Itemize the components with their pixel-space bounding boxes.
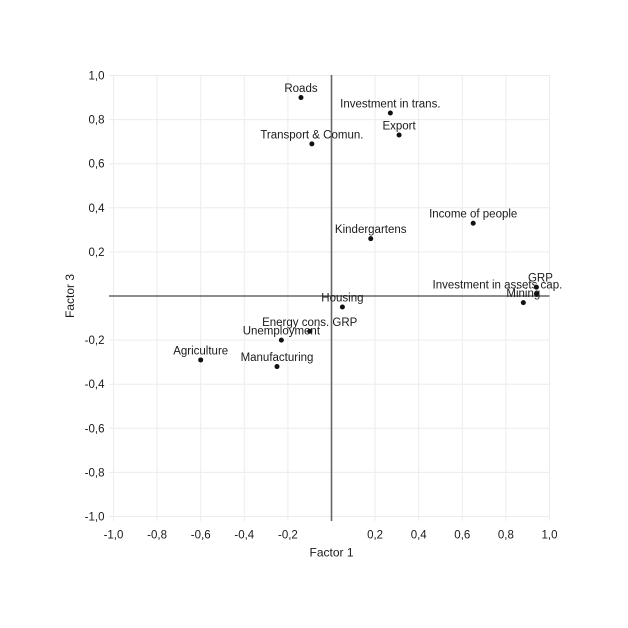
data-point-grp (533, 284, 539, 290)
y-tick-label: 0,8 (89, 115, 105, 127)
gridlines (109, 75, 550, 521)
data-point-housing (339, 304, 345, 310)
y-tick-label: 0,2 (89, 247, 105, 259)
data-point-label-agriculture: Agriculture (173, 345, 228, 357)
data-point-income-of-people (470, 220, 476, 226)
x-tick-label: -0,4 (234, 530, 254, 542)
x-tick-label: 0,4 (411, 530, 428, 542)
data-point-kindergartens (368, 236, 374, 242)
data-point-label-kindergartens: Kindergartens (335, 224, 407, 236)
x-tick-label: 0,2 (367, 530, 383, 542)
data-point-investment-in-assets-cap (533, 291, 539, 297)
axis-titles: Factor 1 Factor 3 (63, 274, 354, 560)
data-point-label-income-of-people: Income of people (429, 209, 517, 221)
data-point-label-transport-comun: Transport & Comun. (260, 129, 363, 141)
data-point-label-energy-cons-grp: Energy cons. GRP (262, 317, 358, 329)
data-point-agriculture (198, 357, 204, 363)
data-point-label-housing: Housing (321, 293, 363, 305)
data-point-label-investment-in-trans: Investment in trans. (340, 98, 440, 110)
y-tick-label: 1,0 (89, 71, 105, 83)
data-point-label-mining: Mining (506, 288, 540, 300)
data-point-label-unemployment: Unemployment (243, 326, 321, 338)
data-points: Roads Investment in trans. Export Transport… (173, 83, 563, 370)
x-tick-label: 1,0 (542, 530, 558, 542)
data-point-energy-cons-grp (307, 328, 313, 334)
y-tick-label: 0,4 (89, 203, 106, 215)
data-point-label-grp: GRP (528, 273, 553, 285)
data-point-manufacturing (274, 364, 280, 370)
y-tick-label: -0,4 (85, 379, 105, 391)
x-tick-label: -0,6 (191, 530, 211, 542)
tick-labels: -1,0 -0,8 -0,6 -0,4 -0,2 0,2 0,4 0,6 0,8 1,0 1,0 0,… (85, 71, 558, 542)
x-tick-label: 0,6 (454, 530, 470, 542)
x-tick-label: -1,0 (104, 530, 124, 542)
y-tick-label: -0,8 (85, 467, 105, 479)
data-point-roads (298, 95, 304, 101)
data-point-label-export: Export (382, 121, 416, 133)
x-tick-label: -0,8 (147, 530, 167, 542)
y-tick-label: 0,6 (89, 159, 105, 171)
x-tick-label: -0,2 (278, 530, 298, 542)
y-tick-label: -1,0 (85, 512, 105, 524)
x-axis-title: Factor 1 (309, 546, 353, 560)
zero-axis-lines (109, 75, 550, 521)
x-tick-label: 0,8 (498, 530, 514, 542)
data-point-mining (520, 300, 526, 306)
data-point-export (396, 132, 402, 138)
data-point-label-investment-in-assets-cap: Investment in assets cap. (433, 279, 563, 291)
y-axis-title: Factor 3 (63, 274, 77, 318)
data-point-unemployment (278, 337, 284, 343)
y-tick-label: -0,2 (85, 335, 105, 347)
data-point-label-roads: Roads (284, 83, 317, 95)
data-point-label-manufacturing: Manufacturing (241, 352, 314, 364)
data-point-investment-in-trans (387, 110, 393, 116)
y-tick-label: -0,6 (85, 423, 105, 435)
data-point-transport-comun (309, 141, 315, 147)
